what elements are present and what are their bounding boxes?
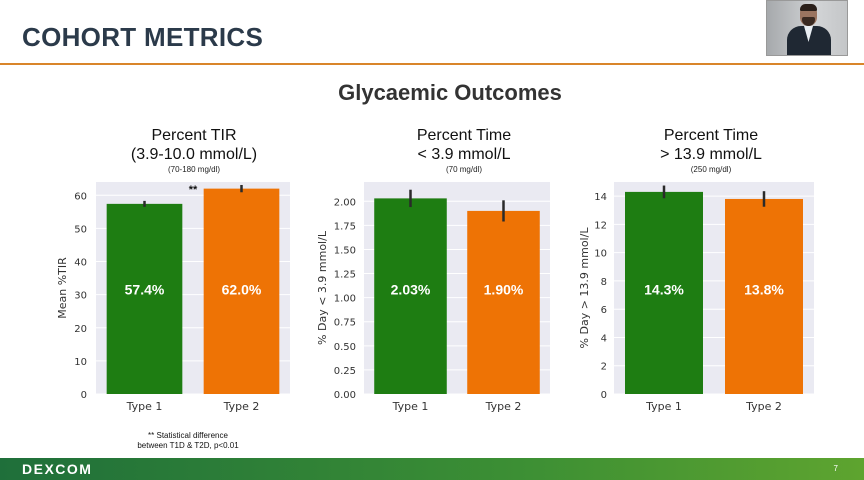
bar-value-label: 57.4% [125,281,165,297]
y-tick-label: 6 [601,305,607,316]
y-tick-label: 8 [601,277,607,288]
y-tick-label: 1.25 [334,270,356,281]
chart1-subtitle: (70-180 mg/dl) [167,165,221,174]
bar-type1 [374,198,447,394]
bar-value-label: 14.3% [644,281,684,297]
y-tick-label: 2.00 [334,197,356,208]
y-tick-label: 1.75 [334,221,356,232]
footer-bar [0,458,864,480]
x-tick-label: Type 1 [126,400,163,413]
x-tick-label: Type 2 [485,400,522,413]
bar-type2 [203,188,280,394]
y-axis-label: % Day < 3.9 mmol/L [316,230,329,345]
chart3-title-line2: > 13.9 mmol/L [660,146,762,163]
y-tick-label: 4 [601,333,607,344]
y-axis-label: % Day > 13.9 mmol/L [578,227,591,349]
chart2-subtitle: (70 mg/dl) [445,165,482,174]
y-tick-label: 0.75 [334,318,356,329]
y-tick-label: 30 [74,291,87,302]
x-tick-label: Type 1 [645,400,682,413]
y-tick-label: 10 [594,249,607,260]
bar-type2 [467,210,540,394]
bar-type2 [725,198,803,394]
y-tick-label: 2 [601,362,607,373]
x-tick-label: Type 2 [223,400,260,413]
y-tick-label: 12 [594,220,607,231]
bar-type1 [625,191,703,394]
y-tick-label: 40 [74,258,87,269]
y-tick-label: 50 [74,224,87,235]
footnote-line2: between T1D & T2D, p<0.01 [137,441,239,450]
x-tick-label: Type 1 [392,400,429,413]
chart3-subtitle: (250 mg/dl) [690,165,732,174]
bar-value-label: 13.8% [744,281,784,297]
bar-value-label: 1.90% [484,281,524,297]
y-tick-label: 60 [74,191,87,202]
chart3-title-line1: Percent Time [663,127,759,144]
y-tick-label: 1.50 [334,245,356,256]
brand-logo: DEXCOM [22,461,93,477]
y-tick-label: 0.25 [334,366,356,377]
slide-title: COHORT METRICS [22,22,264,52]
y-tick-label: 1.00 [334,294,356,305]
y-tick-label: 20 [74,324,87,335]
bar-value-label: 62.0% [222,281,262,297]
bar-value-label: 2.03% [391,281,431,297]
y-tick-label: 10 [74,357,87,368]
footnote: ** Statistical difference between T1D & … [118,431,258,451]
y-axis-label: Mean %TIR [56,257,69,319]
footnote-line1: ** Statistical difference [148,431,228,440]
chart2-title-line1: Percent Time [416,127,512,144]
chart1-title-line2: (3.9-10.0 mmol/L) [130,146,258,163]
significance-annotation: ** [189,184,198,196]
presenter-webcam-thumbnail [766,0,848,56]
chart2-title-line2: < 3.9 mmol/L [417,146,511,163]
section-heading: Glycaemic Outcomes [338,80,562,105]
y-tick-label: 0 [81,390,87,401]
y-tick-label: 0 [601,390,607,401]
x-tick-label: Type 2 [745,400,782,413]
y-tick-label: 14 [594,192,607,203]
title-divider [0,63,864,65]
page-number: 7 [833,464,838,473]
chart1-title-line1: Percent TIR [151,127,237,144]
y-tick-label: 0.50 [334,342,356,353]
bar-type1 [106,203,183,394]
y-tick-label: 0.00 [334,390,356,401]
